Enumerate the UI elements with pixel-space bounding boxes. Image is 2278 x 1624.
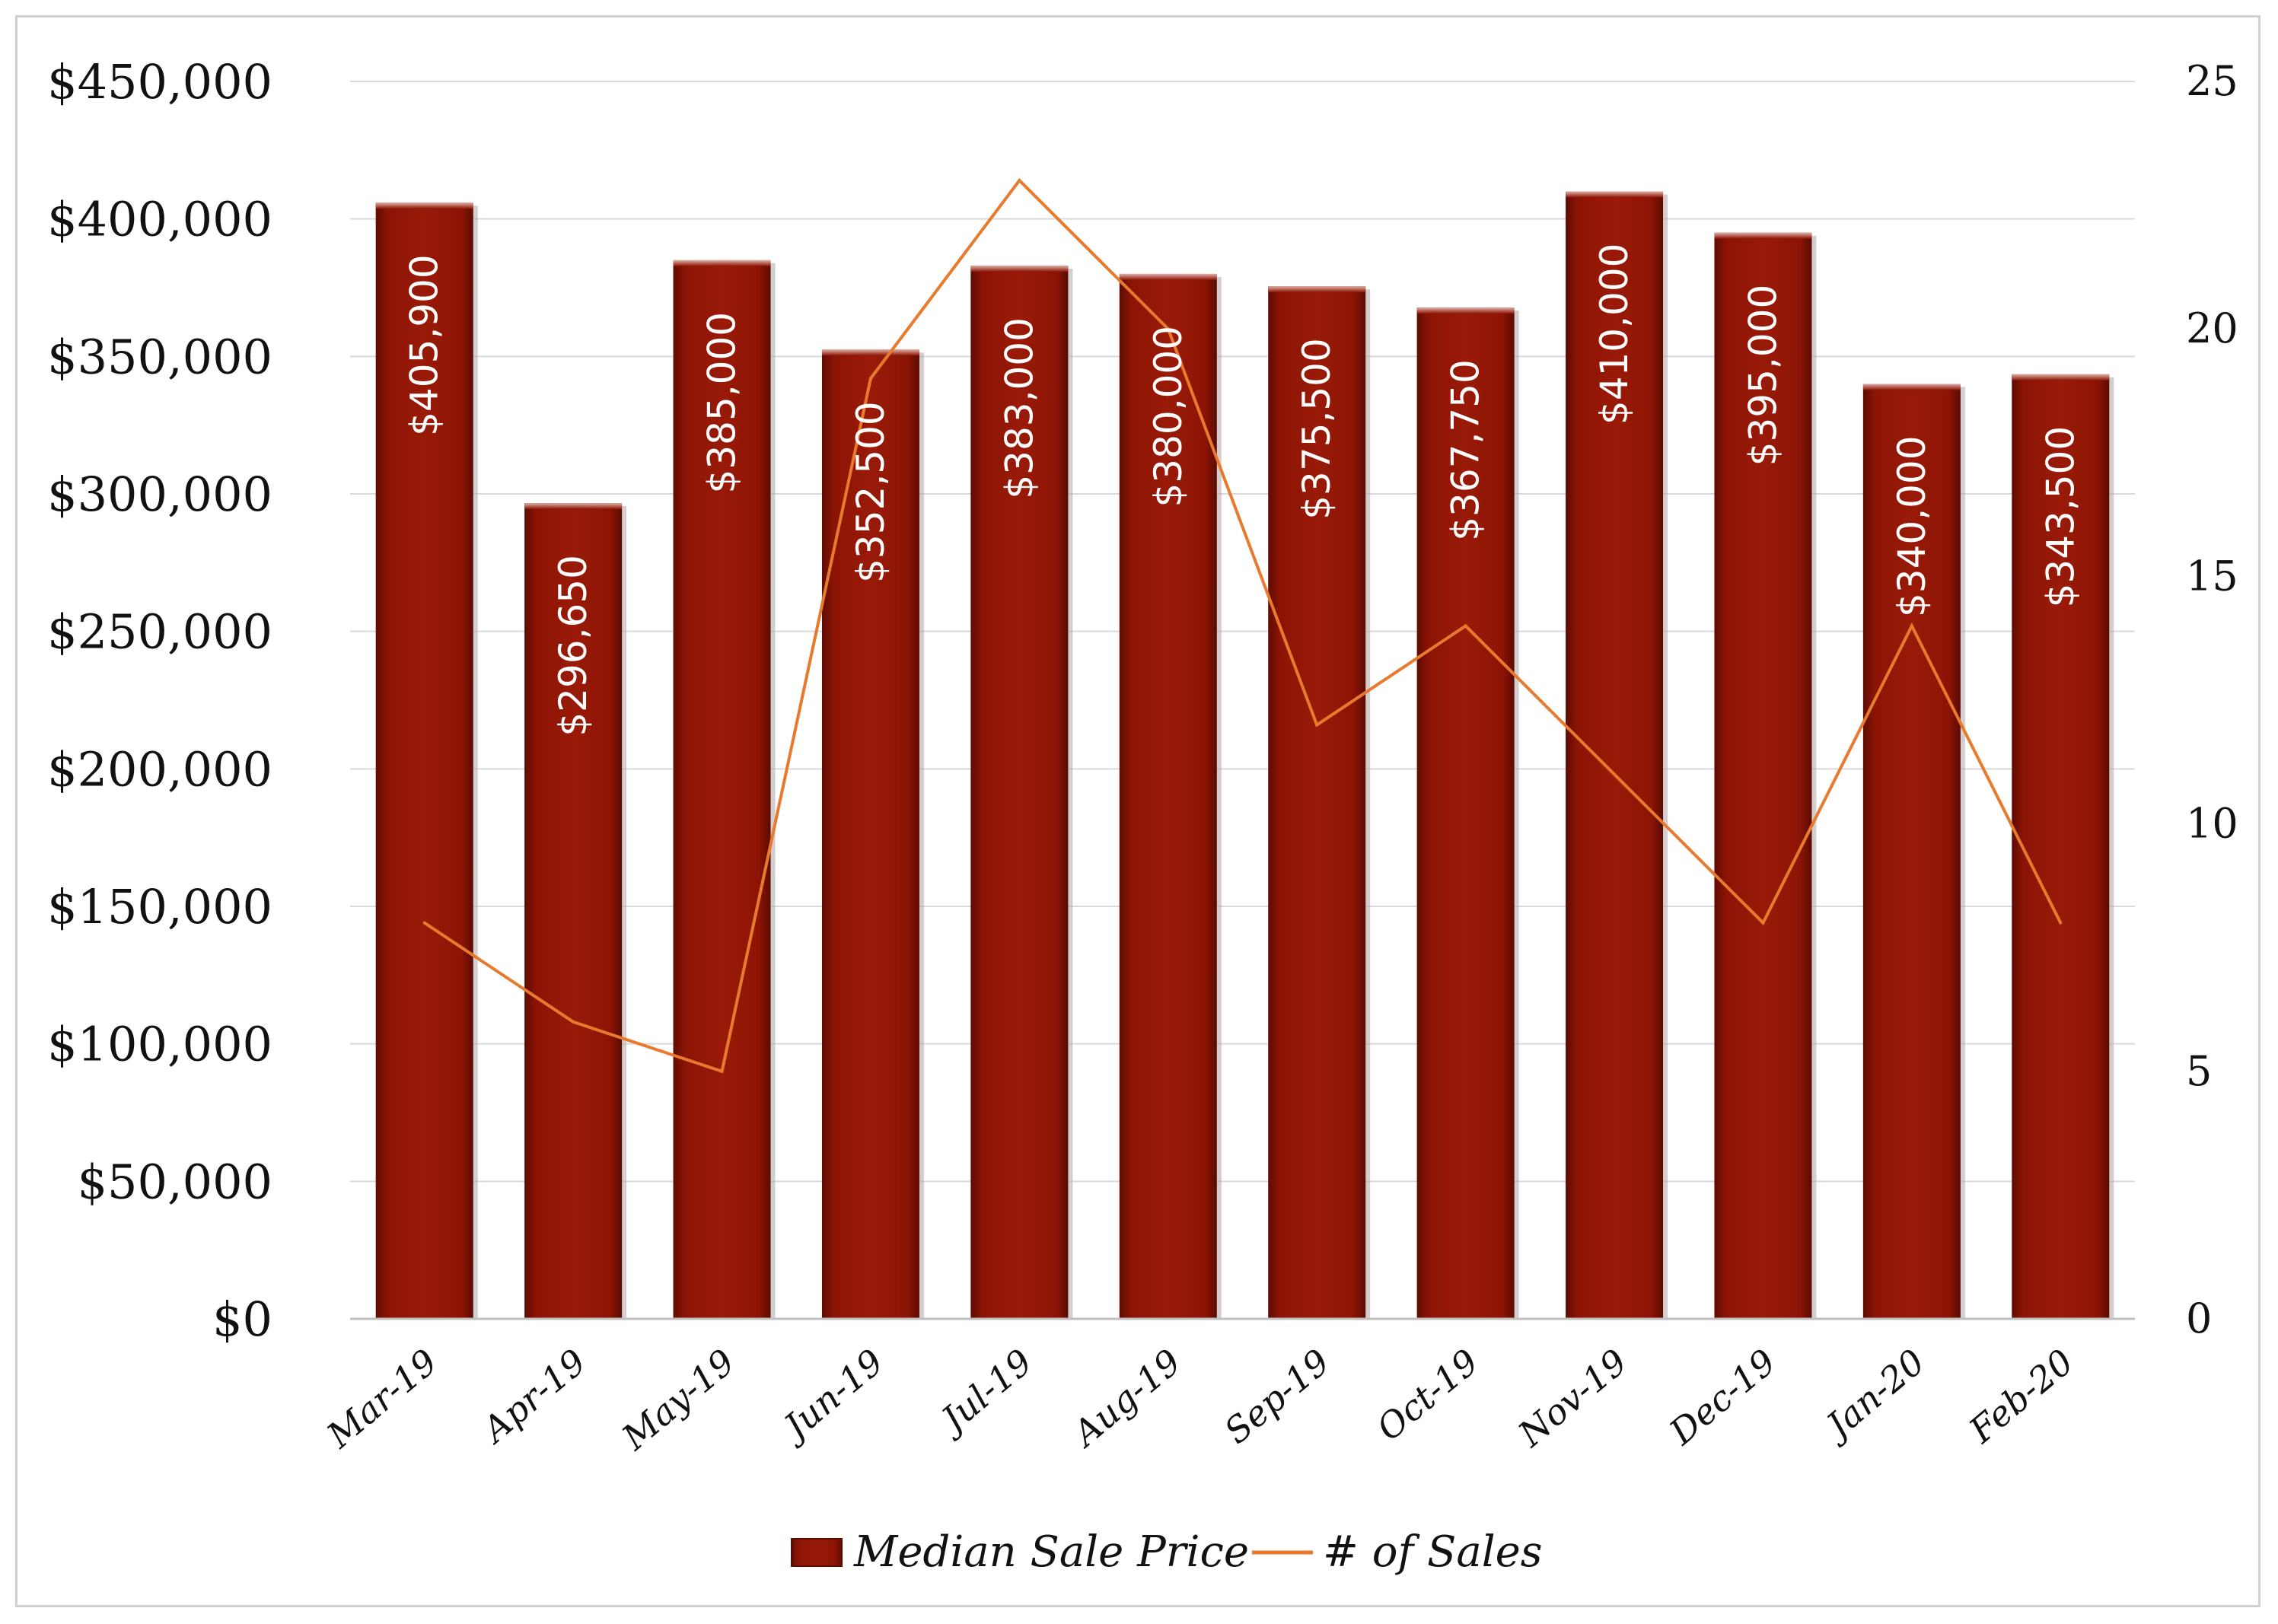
gridlines bbox=[350, 81, 2135, 1183]
bar bbox=[1416, 307, 1515, 1319]
data-label: $383,000 bbox=[997, 317, 1041, 499]
bar-top-bevel bbox=[1268, 286, 1366, 293]
bar bbox=[1268, 286, 1366, 1319]
bar bbox=[970, 266, 1069, 1320]
x-tick-label: Aug-19 bbox=[1063, 1341, 1189, 1456]
sales-point bbox=[720, 1069, 724, 1073]
bar-top-bevel bbox=[375, 202, 473, 209]
sales-point bbox=[1910, 624, 1913, 628]
data-label: $352,500 bbox=[849, 401, 893, 583]
x-tick-label: Jul-19 bbox=[929, 1341, 1040, 1443]
bar-series-median-sale-price bbox=[375, 191, 2114, 1320]
data-label: $405,900 bbox=[403, 254, 447, 436]
bar bbox=[1714, 232, 1812, 1319]
x-tick-label: Feb-20 bbox=[1961, 1341, 2081, 1451]
sales-point bbox=[422, 921, 426, 925]
x-tick-label: Jun-19 bbox=[772, 1341, 891, 1450]
legend-label-median-sale-price: Median Sale Price bbox=[853, 1527, 1249, 1577]
sales-point bbox=[1464, 624, 1467, 628]
sales-point bbox=[1613, 772, 1617, 776]
data-label: $380,000 bbox=[1146, 326, 1190, 508]
y-left-tick-label: $400,000 bbox=[47, 192, 272, 247]
data-label: $367,750 bbox=[1444, 359, 1488, 541]
data-label: $296,650 bbox=[551, 555, 595, 737]
sales-point bbox=[572, 1020, 575, 1024]
x-tick-label: Apr-19 bbox=[473, 1341, 594, 1452]
data-label: $343,500 bbox=[2038, 426, 2082, 608]
bar-top-bevel bbox=[1566, 191, 1664, 198]
sales-line bbox=[423, 178, 2063, 1074]
bar-top-bevel bbox=[1714, 232, 1812, 239]
x-tick-label: Jan-20 bbox=[1814, 1341, 1932, 1450]
bar-top-bevel bbox=[2012, 374, 2110, 381]
y-left-tick-label: $100,000 bbox=[47, 1017, 272, 1072]
bar bbox=[673, 260, 771, 1319]
y-right-tick-label: 10 bbox=[2186, 800, 2238, 848]
x-tick-label: Oct-19 bbox=[1368, 1341, 1486, 1449]
y-right-tick-label: 15 bbox=[2186, 552, 2238, 600]
y-left-tick-label: $200,000 bbox=[47, 741, 272, 797]
y-right-tick-label: 20 bbox=[2186, 304, 2238, 352]
x-tick-label: May-19 bbox=[613, 1341, 742, 1458]
sales-point bbox=[1166, 327, 1170, 331]
bar bbox=[2012, 374, 2110, 1319]
legend: Median Sale Price # of Sales bbox=[791, 1527, 1543, 1577]
y-right-tick-label: 0 bbox=[2186, 1294, 2212, 1342]
x-tick-label: Sep-19 bbox=[1216, 1341, 1337, 1452]
legend-label-number-of-sales: # of Sales bbox=[1323, 1527, 1543, 1577]
bar-top-bevel bbox=[524, 503, 623, 510]
y-left-tick-label: $50,000 bbox=[78, 1154, 272, 1209]
data-labels: $405,900 $296,650 $385,000 $352,500 $383,000… bbox=[403, 244, 2083, 737]
bar bbox=[375, 202, 473, 1319]
y-right-tick-label: 25 bbox=[2186, 57, 2238, 105]
y-axis-right: 0 5 10 15 20 25 bbox=[2186, 57, 2238, 1342]
bar-top-bevel bbox=[1416, 307, 1515, 314]
data-label: $340,000 bbox=[1890, 435, 1934, 617]
bar-top-bevel bbox=[1862, 384, 1961, 390]
sales-point bbox=[1018, 179, 1021, 183]
sales-point bbox=[1315, 723, 1319, 727]
sales-point bbox=[1761, 921, 1765, 925]
x-axis: Mar-19 Apr-19 May-19 Jun-19 Jul-19 Aug-19 Sep-… bbox=[319, 1317, 2135, 1458]
x-tick-label: Dec-19 bbox=[1661, 1341, 1783, 1453]
data-label: $410,000 bbox=[1592, 244, 1636, 425]
bar-top-bevel bbox=[970, 266, 1069, 272]
sales-point bbox=[2059, 921, 2063, 925]
y-left-tick-label: $250,000 bbox=[47, 604, 272, 660]
bar-top-bevel bbox=[1119, 273, 1217, 280]
bar bbox=[821, 349, 919, 1319]
y-left-tick-label: $300,000 bbox=[47, 467, 272, 522]
sales-point bbox=[868, 377, 872, 381]
x-tick-label: Mar-19 bbox=[319, 1341, 445, 1457]
data-label: $385,000 bbox=[700, 312, 744, 494]
legend-swatch-median-sale-price bbox=[791, 1538, 843, 1567]
data-label: $395,000 bbox=[1741, 285, 1785, 467]
bar bbox=[524, 503, 623, 1319]
line-series-number-of-sales bbox=[422, 178, 2063, 1074]
bar-top-bevel bbox=[673, 260, 771, 266]
y-left-tick-label: $0 bbox=[212, 1291, 272, 1347]
bar-top-bevel bbox=[821, 349, 919, 356]
bar bbox=[1119, 273, 1217, 1319]
y-left-tick-label: $150,000 bbox=[47, 879, 272, 935]
bar bbox=[1862, 384, 1961, 1319]
x-tick-label: Nov-19 bbox=[1510, 1341, 1635, 1455]
y-left-tick-label: $350,000 bbox=[47, 329, 272, 384]
data-label: $375,500 bbox=[1295, 338, 1339, 520]
bar bbox=[1566, 191, 1664, 1320]
y-axis-left: $0 $50,000 $100,000 $150,000 $200,000 $250,00… bbox=[47, 54, 272, 1347]
y-left-tick-label: $450,000 bbox=[47, 54, 272, 110]
y-right-tick-label: 5 bbox=[2186, 1047, 2212, 1095]
